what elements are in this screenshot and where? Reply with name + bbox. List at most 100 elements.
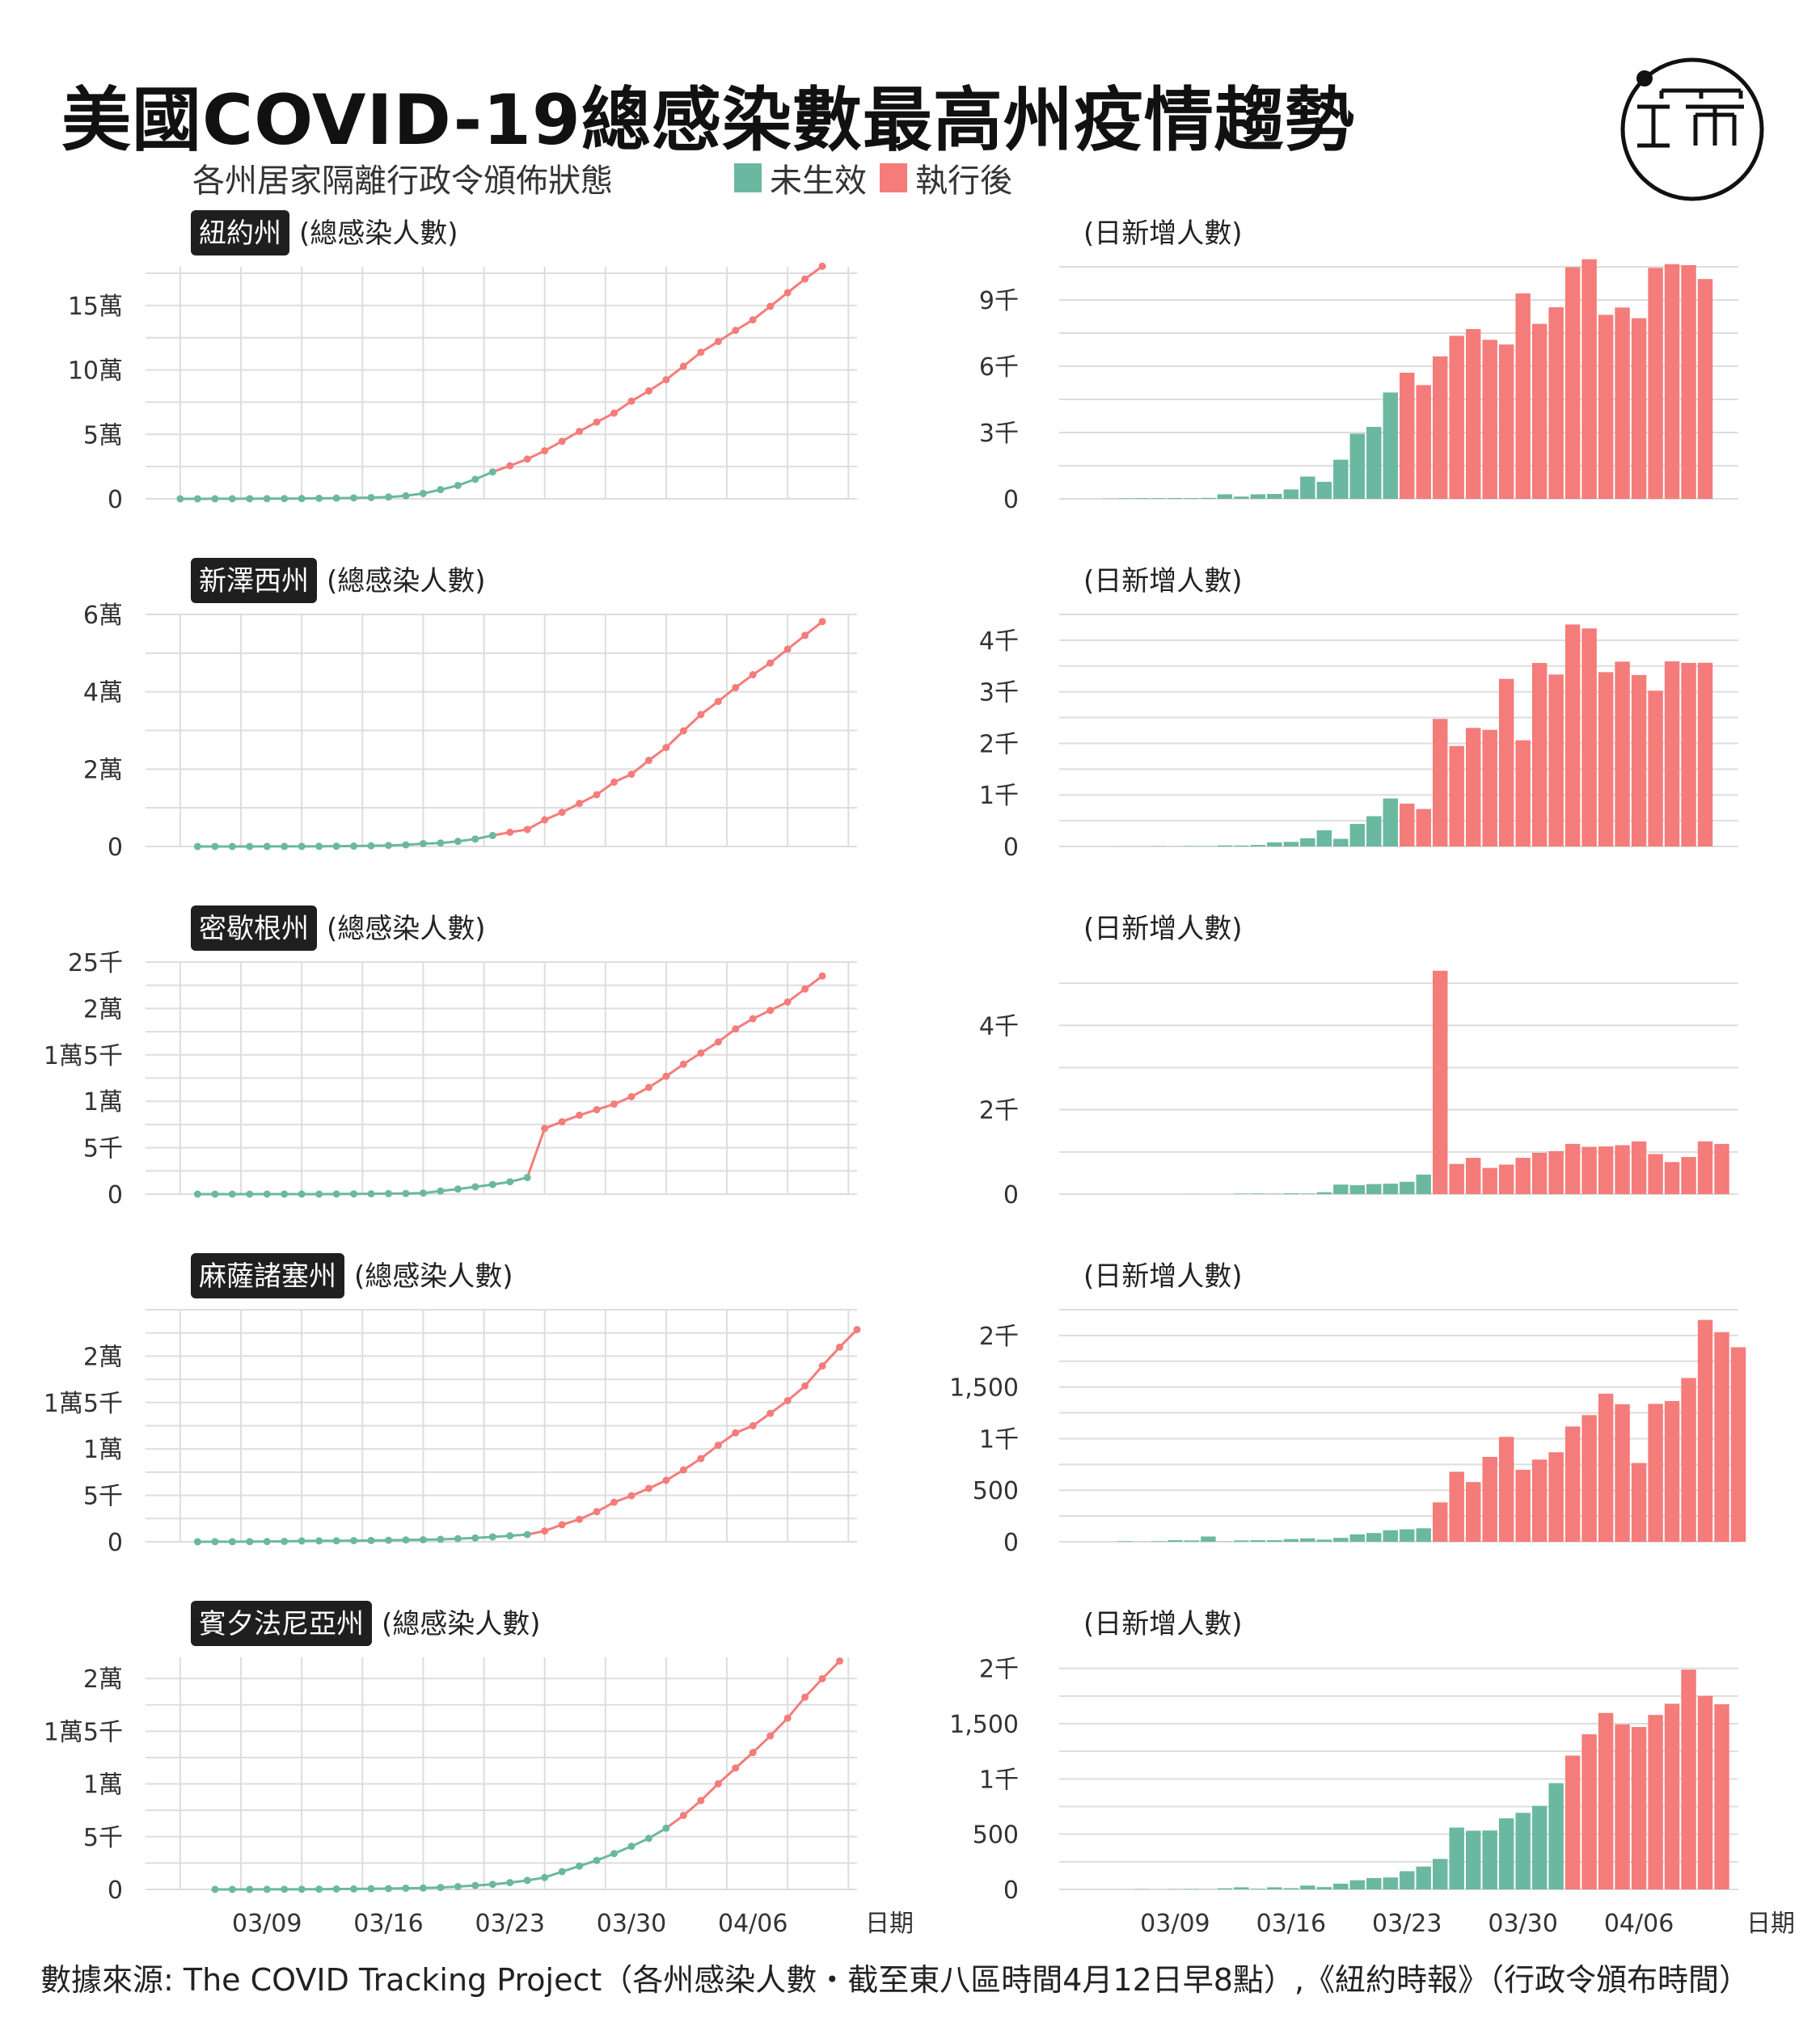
bar	[1531, 323, 1548, 499]
legend-item-after: 執行後	[880, 154, 1012, 201]
bar	[1416, 1866, 1431, 1889]
bar	[1449, 1163, 1464, 1194]
bar	[1250, 494, 1266, 499]
bar	[1664, 661, 1680, 846]
data-point	[714, 698, 722, 706]
data-point	[228, 1538, 236, 1546]
bar	[1400, 804, 1415, 846]
y-tick-label: 2千	[979, 1323, 1019, 1351]
x-tick-label: 03/23	[1372, 1910, 1442, 1938]
y-tick-label: 1萬	[83, 1436, 123, 1464]
bar	[1531, 663, 1548, 846]
y-tick-label: 0	[1003, 1876, 1019, 1905]
data-point	[732, 1764, 740, 1772]
data-point	[697, 1454, 705, 1463]
data-point	[419, 1884, 427, 1892]
data-point	[749, 1015, 757, 1023]
data-point	[315, 1885, 323, 1893]
data-point	[315, 494, 323, 502]
state-name: 麻薩諸塞州	[199, 1260, 336, 1293]
y-tick-label: 1萬5千	[44, 1718, 123, 1746]
data-point	[766, 1409, 775, 1417]
data-point	[263, 842, 271, 851]
bar	[1581, 1415, 1597, 1542]
bar	[1498, 678, 1514, 846]
bar	[1648, 1404, 1663, 1542]
bar	[1201, 1536, 1216, 1542]
bar	[1515, 740, 1531, 846]
data-point	[281, 495, 289, 503]
bar	[1730, 1347, 1746, 1542]
data-point	[367, 493, 375, 501]
data-point	[541, 447, 549, 455]
bar	[1366, 816, 1382, 846]
data-point	[644, 1834, 652, 1843]
bar	[1565, 1426, 1581, 1542]
y-tick-label: 5千	[83, 1135, 123, 1163]
data-point	[558, 1521, 566, 1529]
bar	[1548, 1783, 1564, 1889]
bar	[1681, 264, 1696, 499]
bar	[1548, 1150, 1564, 1194]
bar	[1631, 1141, 1647, 1194]
data-point	[662, 1824, 670, 1832]
data-point	[246, 495, 254, 503]
data-point	[697, 1796, 705, 1805]
data-point	[402, 1189, 410, 1197]
bar	[1598, 1712, 1614, 1889]
data-point	[818, 972, 826, 980]
cumulative-title: (總感染人數)	[327, 565, 486, 597]
state-panel-1: 0 5萬 10萬 15萬 紐約州 (總感染人數) 0 3千 6千 9千 (日新增人數)	[68, 210, 1738, 514]
data-point	[298, 1190, 306, 1198]
x-tick-label: 03/30	[597, 1910, 666, 1938]
y-tick-label: 0	[108, 1529, 123, 1557]
data-point	[679, 362, 687, 370]
bar	[1366, 1877, 1382, 1889]
bar	[1349, 1534, 1365, 1542]
line-before	[197, 834, 493, 848]
data-point	[211, 1538, 219, 1546]
y-tick-label: 25千	[68, 949, 123, 977]
bar	[1664, 1400, 1680, 1542]
y-tick-label: 0	[1003, 1529, 1019, 1557]
bar	[1482, 1167, 1497, 1194]
data-point	[454, 1883, 462, 1891]
bar	[1697, 279, 1713, 499]
data-point	[836, 1657, 844, 1665]
x-tick-label: 03/23	[475, 1910, 544, 1938]
bar	[1300, 838, 1315, 846]
data-point	[749, 1749, 757, 1757]
bar	[1631, 674, 1647, 846]
data-point	[697, 348, 705, 357]
data-point	[662, 1072, 670, 1080]
data-point	[454, 1185, 462, 1193]
data-point	[610, 409, 619, 417]
legend-label-after: 執行後	[915, 163, 1012, 200]
bar	[1267, 493, 1282, 499]
state-name: 密歇根州	[199, 913, 309, 945]
bar	[1581, 259, 1597, 499]
bar	[1714, 1143, 1729, 1194]
cumulative-title: (總感染人數)	[354, 1260, 513, 1293]
data-point	[298, 495, 306, 503]
bar	[1498, 1164, 1514, 1194]
daily-title: (日新增人數)	[1083, 1260, 1243, 1293]
data-point	[437, 839, 445, 847]
y-tick-label: 5萬	[83, 421, 123, 450]
y-tick-label: 500	[973, 1821, 1019, 1850]
data-point	[246, 1190, 254, 1198]
data-point	[176, 495, 184, 503]
y-tick-label: 1萬5千	[44, 1042, 123, 1070]
data-point	[246, 1885, 254, 1893]
bar	[1449, 745, 1464, 846]
state-badge	[191, 558, 317, 603]
bar	[1349, 1184, 1365, 1194]
bar	[1416, 1174, 1431, 1194]
y-tick-label: 0	[1003, 834, 1019, 862]
state-name: 紐約州	[199, 217, 281, 250]
bar	[1681, 1378, 1696, 1542]
data-point	[818, 1674, 826, 1682]
state-panel-5: 0 5千 1萬 1萬5千 2萬 賓夕法尼亞州 (總感染人數) 0 500 1千 1,500 2千 (日新…	[44, 1601, 1795, 1938]
y-tick-label: 0	[1003, 1181, 1019, 1209]
data-point	[662, 376, 670, 384]
